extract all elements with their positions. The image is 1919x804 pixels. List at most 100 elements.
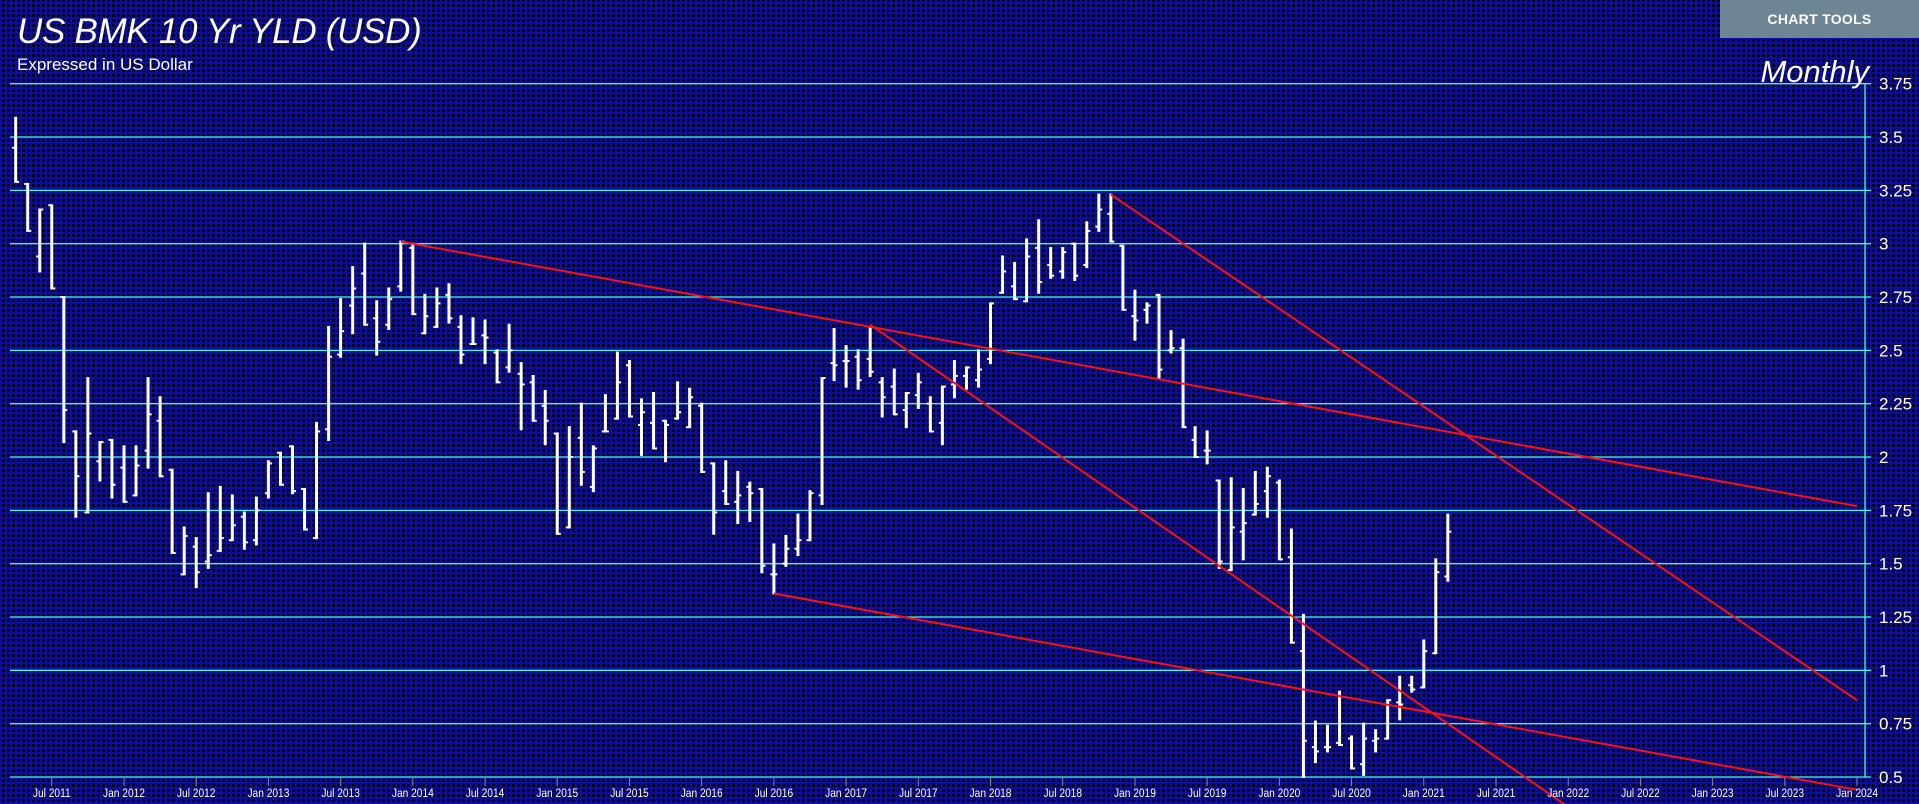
x-tick-label: Jan 2019: [1114, 787, 1156, 800]
y-tick-label: 2.75: [1879, 288, 1912, 307]
ohlc-bar: [48, 204, 56, 290]
ohlc-bar: [264, 460, 272, 499]
ohlc-bar: [1095, 193, 1103, 232]
x-tick-label: Jan 2018: [970, 787, 1012, 800]
horizontal-gridlines: [10, 83, 1871, 778]
x-tick-label: Jan 2014: [392, 787, 434, 800]
ohlc-bar: [252, 496, 260, 546]
ohlc-bar: [228, 494, 236, 542]
x-tick-label: Jan 2013: [247, 787, 289, 800]
ohlc-bar: [638, 398, 646, 456]
ohlc-bar: [313, 421, 321, 540]
ohlc-bar: [686, 387, 694, 429]
ohlc-bar: [385, 287, 393, 331]
ohlc-bar: [1287, 528, 1295, 644]
ohlc-bar: [1239, 488, 1247, 561]
ohlc-bar: [301, 488, 309, 531]
ohlc-bar: [120, 445, 128, 503]
ohlc-bar: [517, 362, 525, 431]
x-tick-label: Jul 2018: [1043, 787, 1082, 800]
ohlc-bar: [1251, 470, 1259, 516]
ohlc-bar: [722, 460, 730, 505]
ohlc-bar: [1299, 613, 1307, 778]
ohlc-bar: [601, 394, 609, 433]
ohlc-bar: [1384, 699, 1392, 740]
trendline[interactable]: [1110, 193, 1858, 702]
ohlc-bar: [842, 345, 850, 388]
ohlc-bar: [1191, 426, 1199, 459]
ohlc-bar: [818, 377, 826, 505]
ohlc-bar: [541, 389, 549, 446]
ohlc-bar: [1083, 221, 1091, 269]
x-tick-label: Jan 2024: [1836, 787, 1878, 800]
ohlc-bar: [613, 351, 621, 420]
ohlc-bar: [950, 360, 958, 399]
x-tick-label: Jul 2021: [1477, 787, 1516, 800]
ohlc-bar: [397, 240, 405, 292]
ohlc-bar: [866, 325, 874, 377]
trendline[interactable]: [869, 323, 1568, 804]
ohlc-bar: [72, 430, 80, 518]
trendlines: [400, 193, 1858, 804]
ohlc-bar: [132, 445, 140, 497]
ohlc-bar: [1432, 558, 1440, 655]
y-tick-label: 1.75: [1879, 501, 1912, 520]
ohlc-bar: [361, 242, 369, 326]
x-tick-label: Jul 2020: [1332, 787, 1371, 800]
ohlc-bar: [168, 468, 176, 555]
ohlc-bar: [1011, 261, 1019, 301]
x-tick-label: Jul 2023: [1766, 787, 1805, 800]
trendline[interactable]: [773, 592, 1858, 791]
ohlc-bar: [325, 325, 333, 441]
trendline[interactable]: [400, 240, 1858, 508]
x-tick-label: Jul 2014: [466, 787, 505, 800]
ohlc-bar: [108, 438, 116, 499]
ohlc-bar: [36, 208, 44, 273]
ohlc-bar: [373, 300, 381, 356]
y-tick-label: 0.5: [1879, 768, 1903, 787]
ohlc-bar: [1263, 466, 1271, 518]
ohlc-bar: [276, 451, 284, 486]
ohlc-bar: [421, 293, 429, 335]
ohlc-bar: [1396, 675, 1404, 721]
ohlc-bar: [1203, 430, 1211, 465]
x-tick-label: Jul 2011: [33, 787, 71, 800]
ohlc-bar: [782, 534, 790, 567]
ohlc-bar: [84, 377, 92, 514]
ohlc-bar: [481, 319, 489, 365]
y-tick-label: 3.75: [1879, 75, 1912, 94]
y-tick-label: 3.25: [1879, 181, 1912, 200]
ohlc-bar: [204, 492, 212, 569]
x-tick-label: Jul 2013: [321, 787, 360, 800]
ohlc-bar: [240, 511, 248, 550]
ohlc-bar: [1023, 238, 1031, 303]
ohlc-bar: [565, 426, 573, 529]
ohlc-bar: [156, 396, 164, 478]
ohlc-bar: [1155, 293, 1163, 380]
ohlc-bar: [1167, 330, 1175, 354]
x-tick-label: Jan 2022: [1547, 787, 1589, 800]
ohlc-bar: [1360, 722, 1368, 776]
x-tick-label: Jan 2023: [1692, 787, 1734, 800]
ohlc-bar: [1311, 720, 1319, 764]
ohlc-bar: [794, 513, 802, 557]
y-tick-label: 1: [1879, 661, 1888, 680]
ohlc-bar: [926, 396, 934, 433]
ohlc-bar: [457, 315, 465, 365]
ohlc-bar: [698, 402, 706, 473]
x-tick-label: Jul 2022: [1621, 787, 1660, 800]
ohlc-bar: [999, 255, 1007, 294]
ohlc-bar: [650, 392, 658, 450]
ohlc-bar: [469, 317, 477, 345]
ohlc-bar: [577, 402, 585, 486]
ohlc-bar: [830, 328, 838, 382]
ohlc-bar: [1348, 735, 1356, 770]
ohlc-bar: [433, 287, 441, 328]
ohlc-bar: [962, 366, 970, 390]
ohlc-bar: [758, 488, 766, 574]
ohlc-bar: [1035, 219, 1043, 294]
chart-tools-button[interactable]: CHART TOOLS: [1720, 0, 1919, 38]
ohlc-bar: [1119, 244, 1127, 311]
x-tick-label: Jan 2017: [825, 787, 867, 800]
x-tick-label: Jul 2015: [610, 787, 649, 800]
